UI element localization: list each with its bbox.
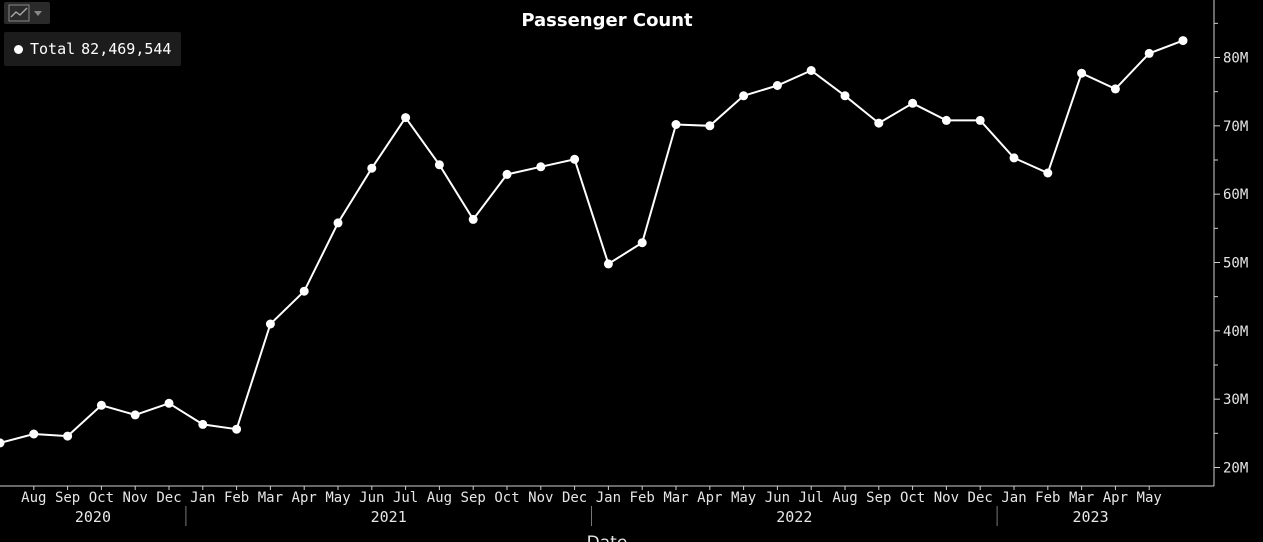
data-point	[1110, 84, 1120, 94]
data-point	[63, 431, 73, 441]
x-month-label: Aug	[832, 490, 857, 506]
data-point	[1009, 153, 1019, 163]
x-month-label: Sep	[866, 490, 891, 506]
data-point	[130, 410, 140, 420]
x-year-label: 2020	[75, 508, 111, 526]
x-month-label: Oct	[89, 490, 114, 506]
x-month-label: Jan	[596, 490, 621, 506]
data-point	[840, 91, 850, 101]
data-point	[570, 154, 580, 164]
x-month-label: Jun	[359, 490, 384, 506]
data-point	[637, 238, 647, 248]
data-point	[536, 162, 546, 172]
y-tick-label: 80M	[1223, 51, 1248, 67]
x-month-label: Mar	[258, 490, 283, 506]
data-point	[1178, 36, 1188, 46]
data-point	[1077, 68, 1087, 78]
x-month-label: Mar	[1069, 490, 1094, 506]
legend-series-name: Total	[30, 40, 76, 58]
x-year-label: 2021	[371, 508, 407, 526]
legend-marker	[14, 44, 23, 54]
y-tick-label: 70M	[1223, 119, 1248, 135]
data-point	[468, 214, 478, 224]
data-point	[232, 424, 242, 434]
x-month-label: May	[325, 490, 350, 506]
x-month-label: Oct	[900, 490, 925, 506]
x-month-label: Nov	[528, 490, 553, 506]
x-year-label: 2022	[776, 508, 812, 526]
data-point	[671, 120, 681, 129]
data-point	[806, 66, 816, 75]
y-tick-label: 60M	[1223, 187, 1248, 203]
data-point	[772, 81, 782, 90]
x-month-label: Mar	[663, 490, 688, 506]
y-tick-label: 40M	[1223, 324, 1248, 340]
caret-down-icon[interactable]	[34, 10, 42, 16]
data-point	[265, 319, 275, 329]
x-month-label: Jul	[799, 490, 824, 506]
data-point	[164, 398, 174, 408]
data-point	[198, 419, 208, 429]
x-month-label: Jan	[190, 490, 215, 506]
x-month-label: Aug	[427, 490, 452, 506]
x-month-label: May	[731, 490, 756, 506]
data-point	[1043, 168, 1053, 178]
x-month-label: Jan	[1001, 490, 1026, 506]
x-month-label: Apr	[1103, 490, 1128, 506]
data-point	[96, 400, 106, 410]
x-month-label: Nov	[123, 490, 148, 506]
chart-title: Passenger Count	[521, 10, 693, 31]
data-point	[299, 286, 309, 296]
data-point	[1144, 48, 1154, 58]
x-month-label: Feb	[1035, 490, 1060, 506]
data-point	[941, 115, 951, 125]
data-point	[333, 218, 343, 228]
x-month-label: Jul	[393, 490, 418, 506]
x-month-label: Feb	[224, 490, 249, 506]
x-month-label: Apr	[697, 490, 722, 506]
x-month-label: Apr	[292, 490, 317, 506]
x-month-label: Oct	[494, 490, 519, 506]
data-point	[874, 118, 884, 128]
data-point	[401, 113, 411, 123]
x-axis: Aug Sep Oct Nov Dec Jan Feb Mar Apr May Jun Jul Aug S…	[0, 485, 1214, 526]
x-month-label: Feb	[630, 490, 655, 506]
series-line	[0, 39, 1184, 444]
x-month-label: Sep	[461, 490, 486, 506]
x-month-label: Nov	[934, 490, 959, 506]
x-month-label: Dec	[968, 490, 993, 506]
x-axis-title: Date	[587, 533, 628, 542]
line-chart-icon	[8, 4, 30, 22]
x-month-label: Dec	[156, 490, 181, 506]
x-month-label: May	[1137, 490, 1162, 506]
data-point	[739, 91, 749, 101]
x-month-label: Sep	[55, 490, 80, 506]
x-month-label: Aug	[21, 490, 46, 506]
data-point	[502, 169, 512, 179]
data-point	[367, 163, 377, 173]
chart-type-button[interactable]	[4, 2, 50, 24]
plot-area	[0, 36, 1188, 448]
x-month-label: Dec	[562, 490, 587, 506]
data-point	[603, 259, 613, 269]
y-tick-label: 50M	[1223, 256, 1248, 272]
data-point	[975, 115, 985, 125]
legend: Total 82,469,544	[4, 32, 182, 66]
data-point	[434, 160, 444, 170]
legend-series-value: 82,469,544	[81, 40, 172, 58]
y-tick-label: 20M	[1223, 461, 1248, 477]
y-axis: 20M 30M 40M 50M 60M 70M 80M	[1213, 0, 1248, 486]
y-tick-label: 30M	[1223, 392, 1248, 408]
data-point	[705, 121, 715, 131]
data-point	[29, 429, 39, 439]
data-point	[0, 438, 5, 448]
x-month-label: Jun	[765, 490, 790, 506]
data-point	[908, 98, 918, 108]
x-year-label: 2023	[1072, 508, 1108, 526]
